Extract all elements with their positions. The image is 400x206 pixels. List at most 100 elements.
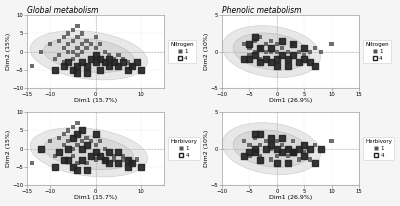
4 <box>252 147 258 150</box>
4 <box>56 151 62 154</box>
4 <box>120 61 126 64</box>
Ellipse shape <box>44 38 134 73</box>
1 <box>88 43 94 46</box>
4 <box>83 143 90 147</box>
1 <box>47 140 53 143</box>
1 <box>274 140 280 143</box>
X-axis label: Dim1 (15.7%): Dim1 (15.7%) <box>74 195 117 200</box>
1 <box>284 147 291 150</box>
4 <box>79 129 85 132</box>
1 <box>88 140 94 143</box>
1 <box>120 154 126 158</box>
4 <box>92 61 99 64</box>
4 <box>83 64 90 68</box>
4 <box>290 43 296 46</box>
4 <box>74 132 81 136</box>
1 <box>79 140 85 143</box>
4 <box>296 61 302 64</box>
4 <box>279 39 286 42</box>
1 <box>92 143 99 147</box>
4 <box>274 64 280 68</box>
4 <box>252 132 258 136</box>
1 <box>102 50 108 53</box>
4 <box>88 154 94 158</box>
4 <box>60 64 67 68</box>
1 <box>268 158 274 161</box>
1 <box>70 57 76 61</box>
1 <box>263 140 269 143</box>
4 <box>129 64 135 68</box>
1 <box>257 143 264 147</box>
4 <box>79 61 85 64</box>
4 <box>279 54 286 57</box>
1 <box>279 143 286 147</box>
4 <box>263 147 269 150</box>
1 <box>70 28 76 32</box>
1 <box>268 50 274 53</box>
Legend: 1, 4: 1, 4 <box>363 137 394 160</box>
4 <box>138 165 144 168</box>
1 <box>60 132 67 136</box>
1 <box>252 39 258 42</box>
1 <box>290 140 296 143</box>
1 <box>134 158 140 161</box>
1 <box>306 50 313 53</box>
4 <box>306 147 313 150</box>
4 <box>268 46 274 50</box>
1 <box>70 154 76 158</box>
1 <box>246 54 253 57</box>
1 <box>52 57 58 61</box>
4 <box>92 132 99 136</box>
Ellipse shape <box>30 31 148 80</box>
1 <box>301 151 307 154</box>
4 <box>301 46 307 50</box>
X-axis label: Dim1 (26.9%): Dim1 (26.9%) <box>269 195 312 200</box>
1 <box>56 39 62 42</box>
Legend: 1, 4: 1, 4 <box>363 40 391 63</box>
1 <box>115 54 122 57</box>
1 <box>79 50 85 53</box>
1 <box>83 136 90 139</box>
Ellipse shape <box>233 33 310 70</box>
4 <box>79 158 85 161</box>
4 <box>92 151 99 154</box>
1 <box>92 35 99 39</box>
4 <box>65 158 72 161</box>
4 <box>274 162 280 165</box>
X-axis label: Dim1 (26.9%): Dim1 (26.9%) <box>269 98 312 103</box>
4 <box>284 162 291 165</box>
1 <box>257 46 264 50</box>
4 <box>257 46 264 50</box>
4 <box>106 162 112 165</box>
1 <box>60 61 67 64</box>
1 <box>284 50 291 53</box>
1 <box>102 158 108 161</box>
Text: Phenolic metabolism: Phenolic metabolism <box>222 6 302 15</box>
1 <box>83 39 90 42</box>
4 <box>290 54 296 57</box>
1 <box>47 43 53 46</box>
4 <box>124 158 131 161</box>
1 <box>65 129 72 132</box>
4 <box>70 165 76 168</box>
1 <box>301 54 307 57</box>
1 <box>252 136 258 139</box>
4 <box>312 64 318 68</box>
4 <box>102 61 108 64</box>
4 <box>268 136 274 139</box>
4 <box>268 61 274 64</box>
1 <box>241 43 247 46</box>
4 <box>102 158 108 161</box>
1 <box>290 43 296 46</box>
1 <box>306 158 313 161</box>
1 <box>65 140 72 143</box>
4 <box>88 57 94 61</box>
Ellipse shape <box>222 26 320 77</box>
4 <box>124 165 131 168</box>
4 <box>279 136 286 139</box>
Legend: 1, 4: 1, 4 <box>168 137 200 160</box>
4 <box>97 154 104 158</box>
4 <box>263 57 269 61</box>
4 <box>74 169 81 172</box>
4 <box>252 54 258 57</box>
